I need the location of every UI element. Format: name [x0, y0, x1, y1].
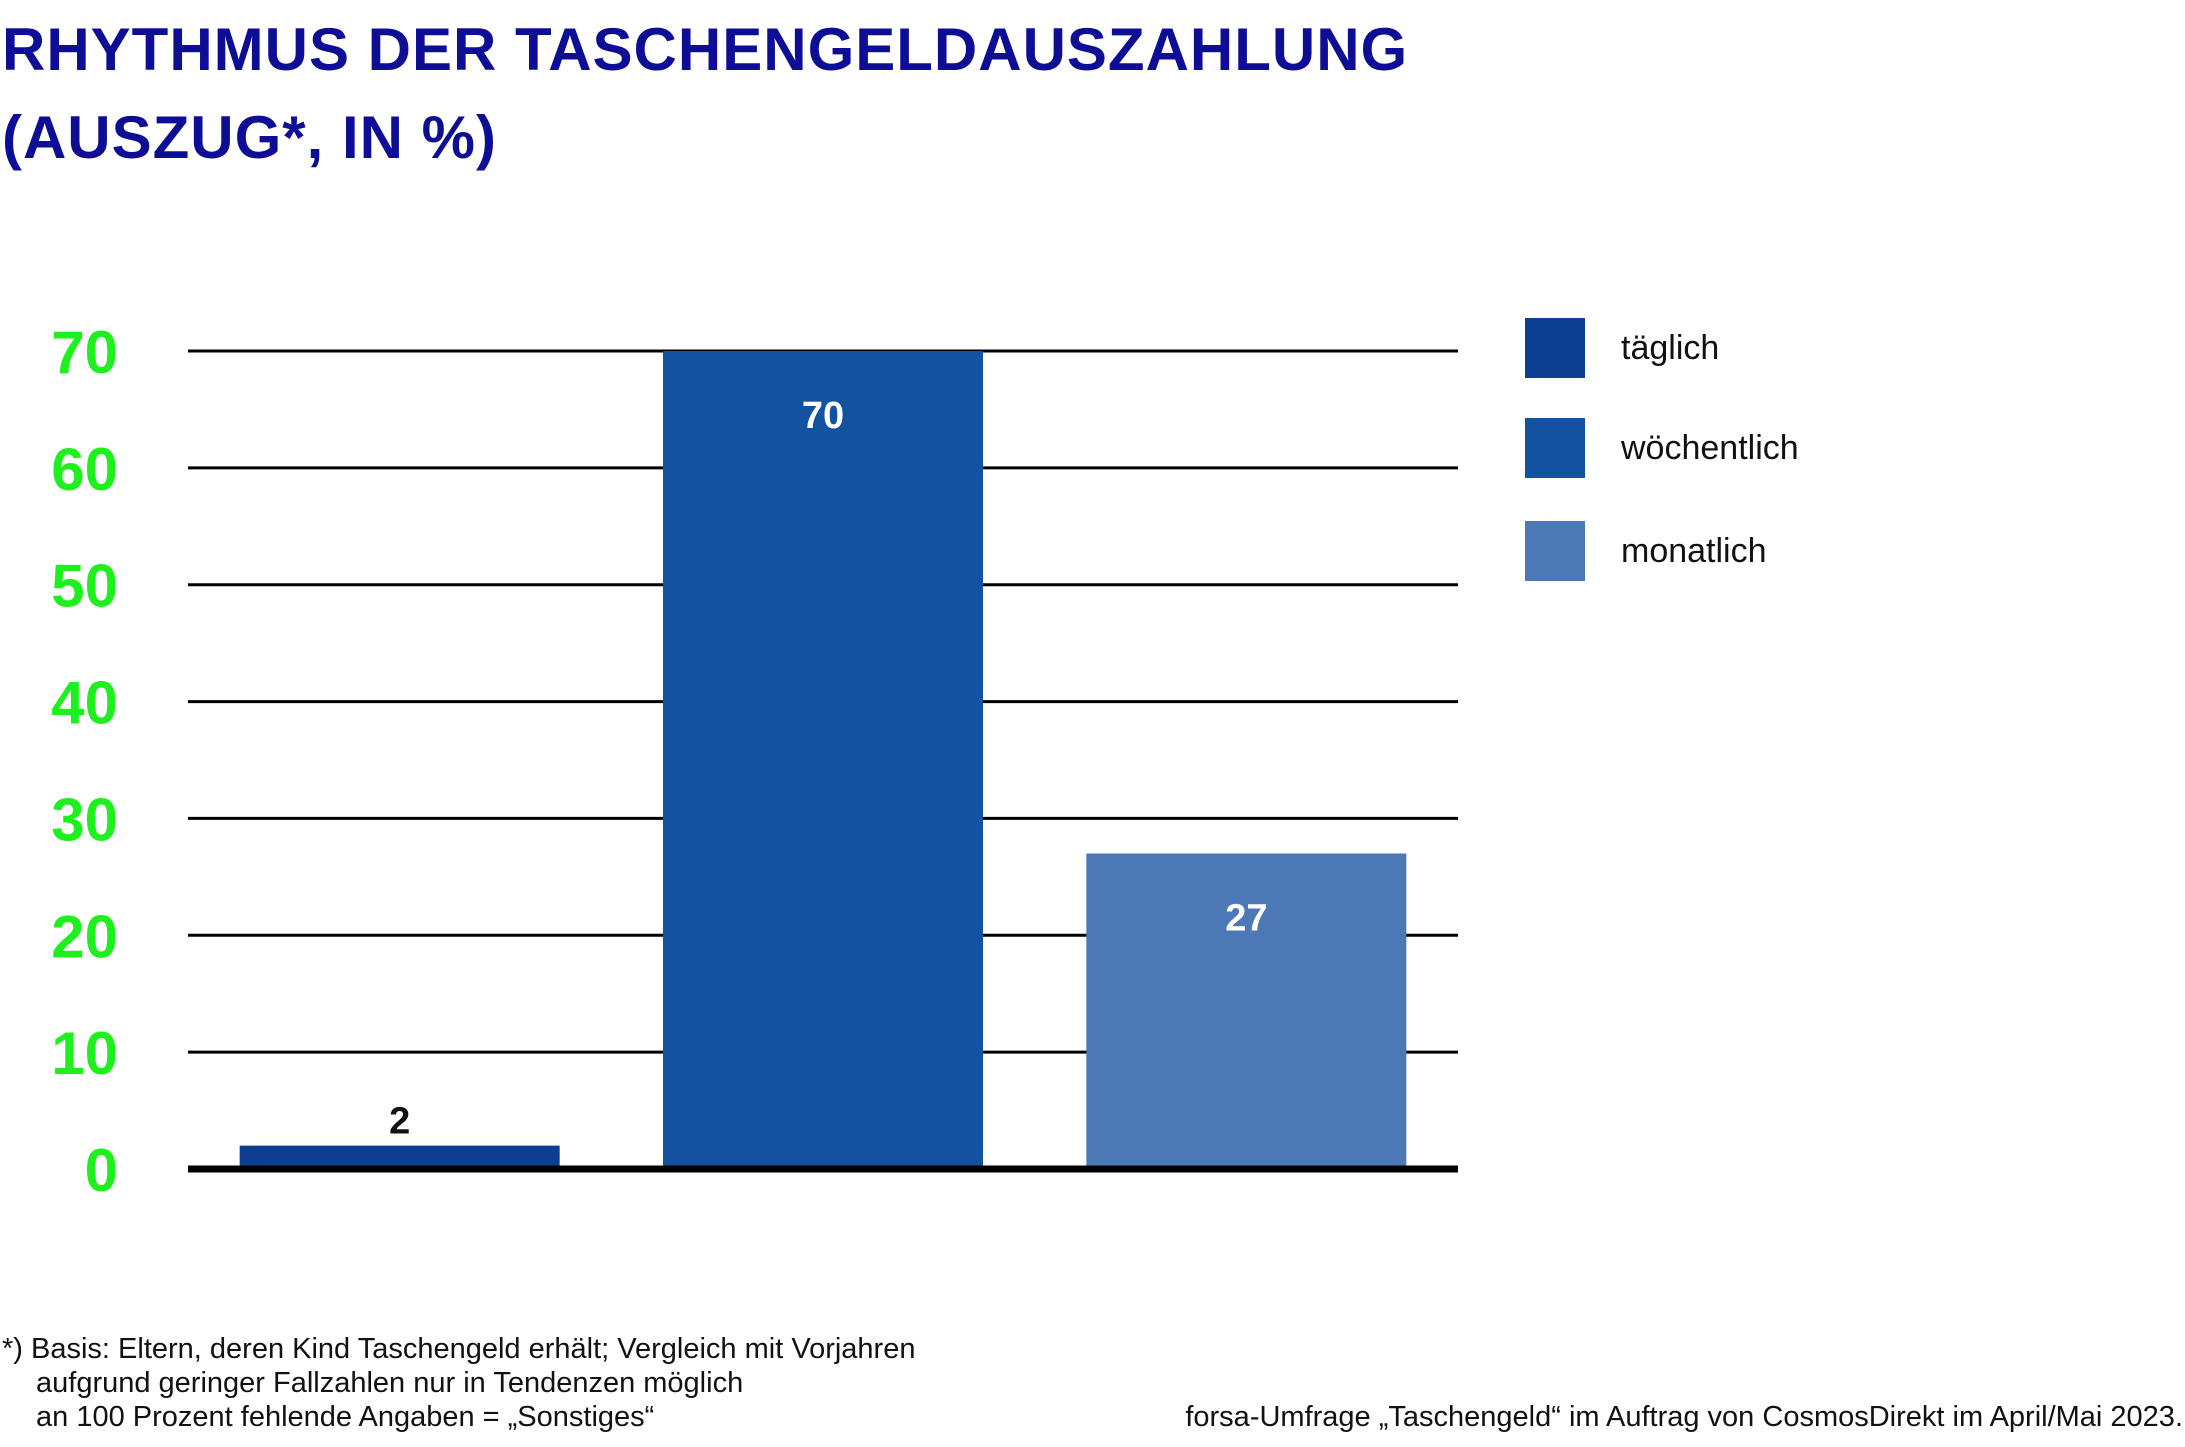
footnote-line-3: an 100 Prozent fehlende Angaben = „Sonst…: [36, 1401, 655, 1433]
chart-title: RHYTHMUS DER TASCHENGELDAUSZAHLUNG (AUSZ…: [2, 6, 1702, 182]
bar-3: [1086, 853, 1407, 1169]
legend-swatch-taeglich: [1525, 318, 1585, 378]
bar-2: [663, 351, 983, 1169]
footnote-line-1: *) Basis: Eltern, deren Kind Taschengeld…: [2, 1333, 916, 1365]
legend-item-monatlich: monatlich: [1525, 521, 2125, 581]
legend-item-taeglich: täglich: [1525, 318, 2125, 378]
y-tick-label-60: 60: [51, 436, 118, 503]
y-tick-label-70: 70: [51, 319, 118, 386]
y-tick-label-0: 0: [85, 1137, 118, 1204]
legend-label-woechentlich: wöchentlich: [1621, 429, 1799, 467]
legend-swatch-woechentlich: [1525, 418, 1585, 478]
y-tick-label-10: 10: [51, 1020, 118, 1087]
bar-1: [239, 1145, 560, 1169]
legend-label-monatlich: monatlich: [1621, 532, 1767, 570]
y-tick-label-40: 40: [51, 670, 118, 737]
y-tick-label-30: 30: [51, 786, 118, 853]
bar-value-label-2: 70: [802, 395, 844, 437]
y-tick-label-50: 50: [51, 553, 118, 620]
legend-label-taeglich: täglich: [1621, 329, 1720, 367]
chart-title-line-1: RHYTHMUS DER TASCHENGELDAUSZAHLUNG: [2, 16, 1409, 83]
y-axis-ticks: 0 10 20 30 40 50 60 70: [51, 319, 118, 1204]
chart-title-line-2: (AUSZUG*, IN %): [2, 104, 497, 171]
bars: [239, 351, 1407, 1169]
bar-value-label-1: 2: [389, 1101, 410, 1143]
footnote: *) Basis: Eltern, deren Kind Taschengeld…: [2, 1332, 1052, 1434]
bar-value-label-3: 27: [1225, 897, 1267, 939]
legend-swatch-monatlich: [1525, 521, 1585, 581]
source-note: forsa-Umfrage „Taschengeld“ im Auftrag v…: [1185, 1401, 2183, 1433]
bar-value-labels: 2 70 27: [389, 395, 1267, 1143]
footnote-line-2: aufgrund geringer Fallzahlen nur in Tend…: [36, 1367, 744, 1399]
y-tick-label-20: 20: [51, 903, 118, 970]
legend-item-woechentlich: wöchentlich: [1525, 418, 2125, 478]
